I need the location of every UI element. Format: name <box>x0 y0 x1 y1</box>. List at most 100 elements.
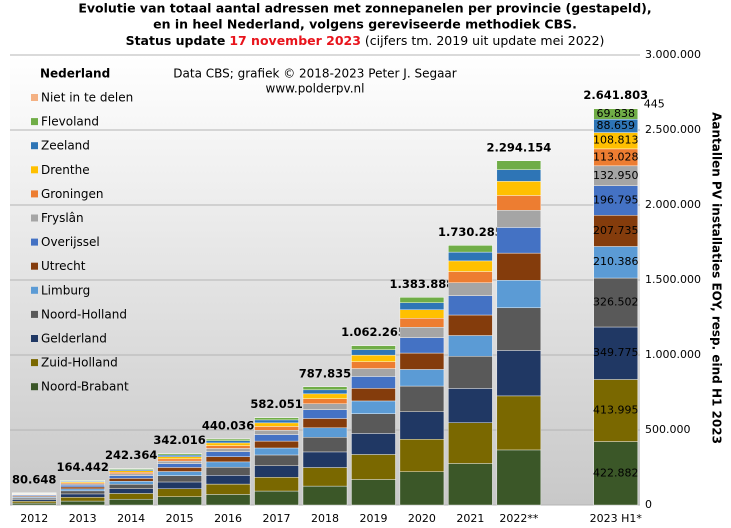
bar-segment <box>302 437 348 453</box>
bar-segment <box>593 326 638 380</box>
bar-segment <box>302 409 348 419</box>
total-label: 242.364 <box>105 448 157 462</box>
legend-swatch <box>31 94 38 101</box>
total-label: 1.062.265 <box>341 325 406 339</box>
legend-label: Groningen <box>41 187 103 201</box>
bar-segment <box>254 465 299 478</box>
bar-segment <box>593 379 638 442</box>
bar-segment <box>496 160 542 170</box>
x-tick-label: 2013 <box>69 512 97 525</box>
bar-segment <box>448 335 493 357</box>
bar-segment <box>60 500 105 506</box>
bar-segment <box>496 181 542 196</box>
x-tick-label: 2019 <box>359 512 387 525</box>
subtitle-suffix: (cijfers tm. 2019 uit update mei 2022) <box>365 33 605 48</box>
segment-label: 113.028 <box>593 150 639 163</box>
bar-segment <box>448 422 493 464</box>
y-tick-label: 2.500.000 <box>645 123 701 136</box>
bar-segment <box>157 496 202 506</box>
bar-segment <box>254 417 299 421</box>
bar-segment <box>205 494 251 506</box>
bar-segment <box>448 282 493 296</box>
bar-segment <box>157 454 202 457</box>
legend-label: Niet in te delen <box>41 91 133 105</box>
bar-segment <box>351 345 396 350</box>
legend-label: Drenthe <box>41 163 90 177</box>
bar-segment <box>254 447 299 456</box>
bar-segment <box>254 426 299 431</box>
bar-segment <box>496 395 542 451</box>
bar-segment <box>108 483 154 489</box>
bar-segment <box>302 418 348 429</box>
bar-segment <box>254 419 299 424</box>
bar-segment <box>205 466 251 476</box>
total-label: 164.442 <box>56 460 108 474</box>
legend-swatch <box>31 262 38 270</box>
bar-segment <box>157 460 202 464</box>
bar-segment <box>205 483 251 495</box>
bar-segment <box>448 356 493 389</box>
x-tick-label: 2022** <box>499 512 538 525</box>
bar-segment <box>12 502 57 506</box>
bar-segment <box>205 440 251 444</box>
bar-segment <box>60 496 105 502</box>
bar-segment <box>157 463 202 468</box>
bar-segment <box>399 327 445 338</box>
legend-label: Noord-Holland <box>41 307 127 321</box>
bar-segment <box>157 453 202 456</box>
chart-title: Evolutie van totaal aantal adressen met … <box>78 1 651 16</box>
bar-segment <box>254 490 299 506</box>
bar-segment <box>399 411 445 440</box>
x-tick-label: 2012 <box>20 512 48 525</box>
bar-segment <box>496 252 542 281</box>
bar-segment <box>448 245 493 253</box>
bar-segment <box>399 438 445 472</box>
legend-swatch <box>31 238 38 246</box>
bar-segment <box>205 461 251 468</box>
subtitle-prefix: Status update <box>126 33 226 48</box>
bar-segment <box>12 497 57 500</box>
bar-segment <box>593 185 638 216</box>
chart-subtitle: Status update 17 november 2023 (cijfers … <box>126 33 605 48</box>
bar-segment <box>302 451 348 468</box>
segment-label: 349.775 <box>593 346 639 359</box>
bar-segment <box>254 422 299 427</box>
bar-segment <box>496 350 542 397</box>
legend-label: Zeeland <box>41 139 90 153</box>
bar-segment <box>448 314 493 336</box>
segment-label: 210.386 <box>593 255 639 268</box>
annotation: www.polderpv.nl <box>266 82 365 96</box>
bar-segment <box>254 454 299 467</box>
bar-segment <box>157 488 202 497</box>
bar-segment <box>399 369 445 387</box>
bar-segment <box>351 368 396 377</box>
bar-segment <box>496 307 542 351</box>
bar-segment <box>12 500 57 504</box>
bar-segment <box>351 454 396 480</box>
bar-segment <box>399 309 445 319</box>
total-label: 2.641.803 <box>583 88 648 102</box>
bar-segment <box>351 361 396 369</box>
bar-segment <box>496 449 542 506</box>
bar-segment <box>60 490 105 495</box>
bar-segment <box>108 470 154 473</box>
bar-segment <box>302 398 348 404</box>
bar-segment <box>448 251 493 262</box>
legend-label: Zuid-Holland <box>41 356 118 370</box>
segment-label: 196.795 <box>593 194 639 207</box>
bar-segment <box>108 481 154 485</box>
segment-label: 132.950 <box>593 169 639 182</box>
segment-label: 108.813 <box>593 134 639 147</box>
x-tick-label: 2017 <box>263 512 291 525</box>
bar-segment <box>448 463 493 506</box>
x-tick-label: 2016 <box>214 512 242 525</box>
segment-label: 69.838 <box>597 107 636 120</box>
bar-segment <box>593 277 638 328</box>
bar-segment <box>351 388 396 402</box>
segment-label: 422.882 <box>593 466 639 479</box>
total-label: 2.294.154 <box>486 140 551 154</box>
bar-segment <box>351 433 396 455</box>
legend-swatch <box>31 142 38 150</box>
bar-segment <box>254 434 299 442</box>
legend-swatch <box>31 190 38 198</box>
